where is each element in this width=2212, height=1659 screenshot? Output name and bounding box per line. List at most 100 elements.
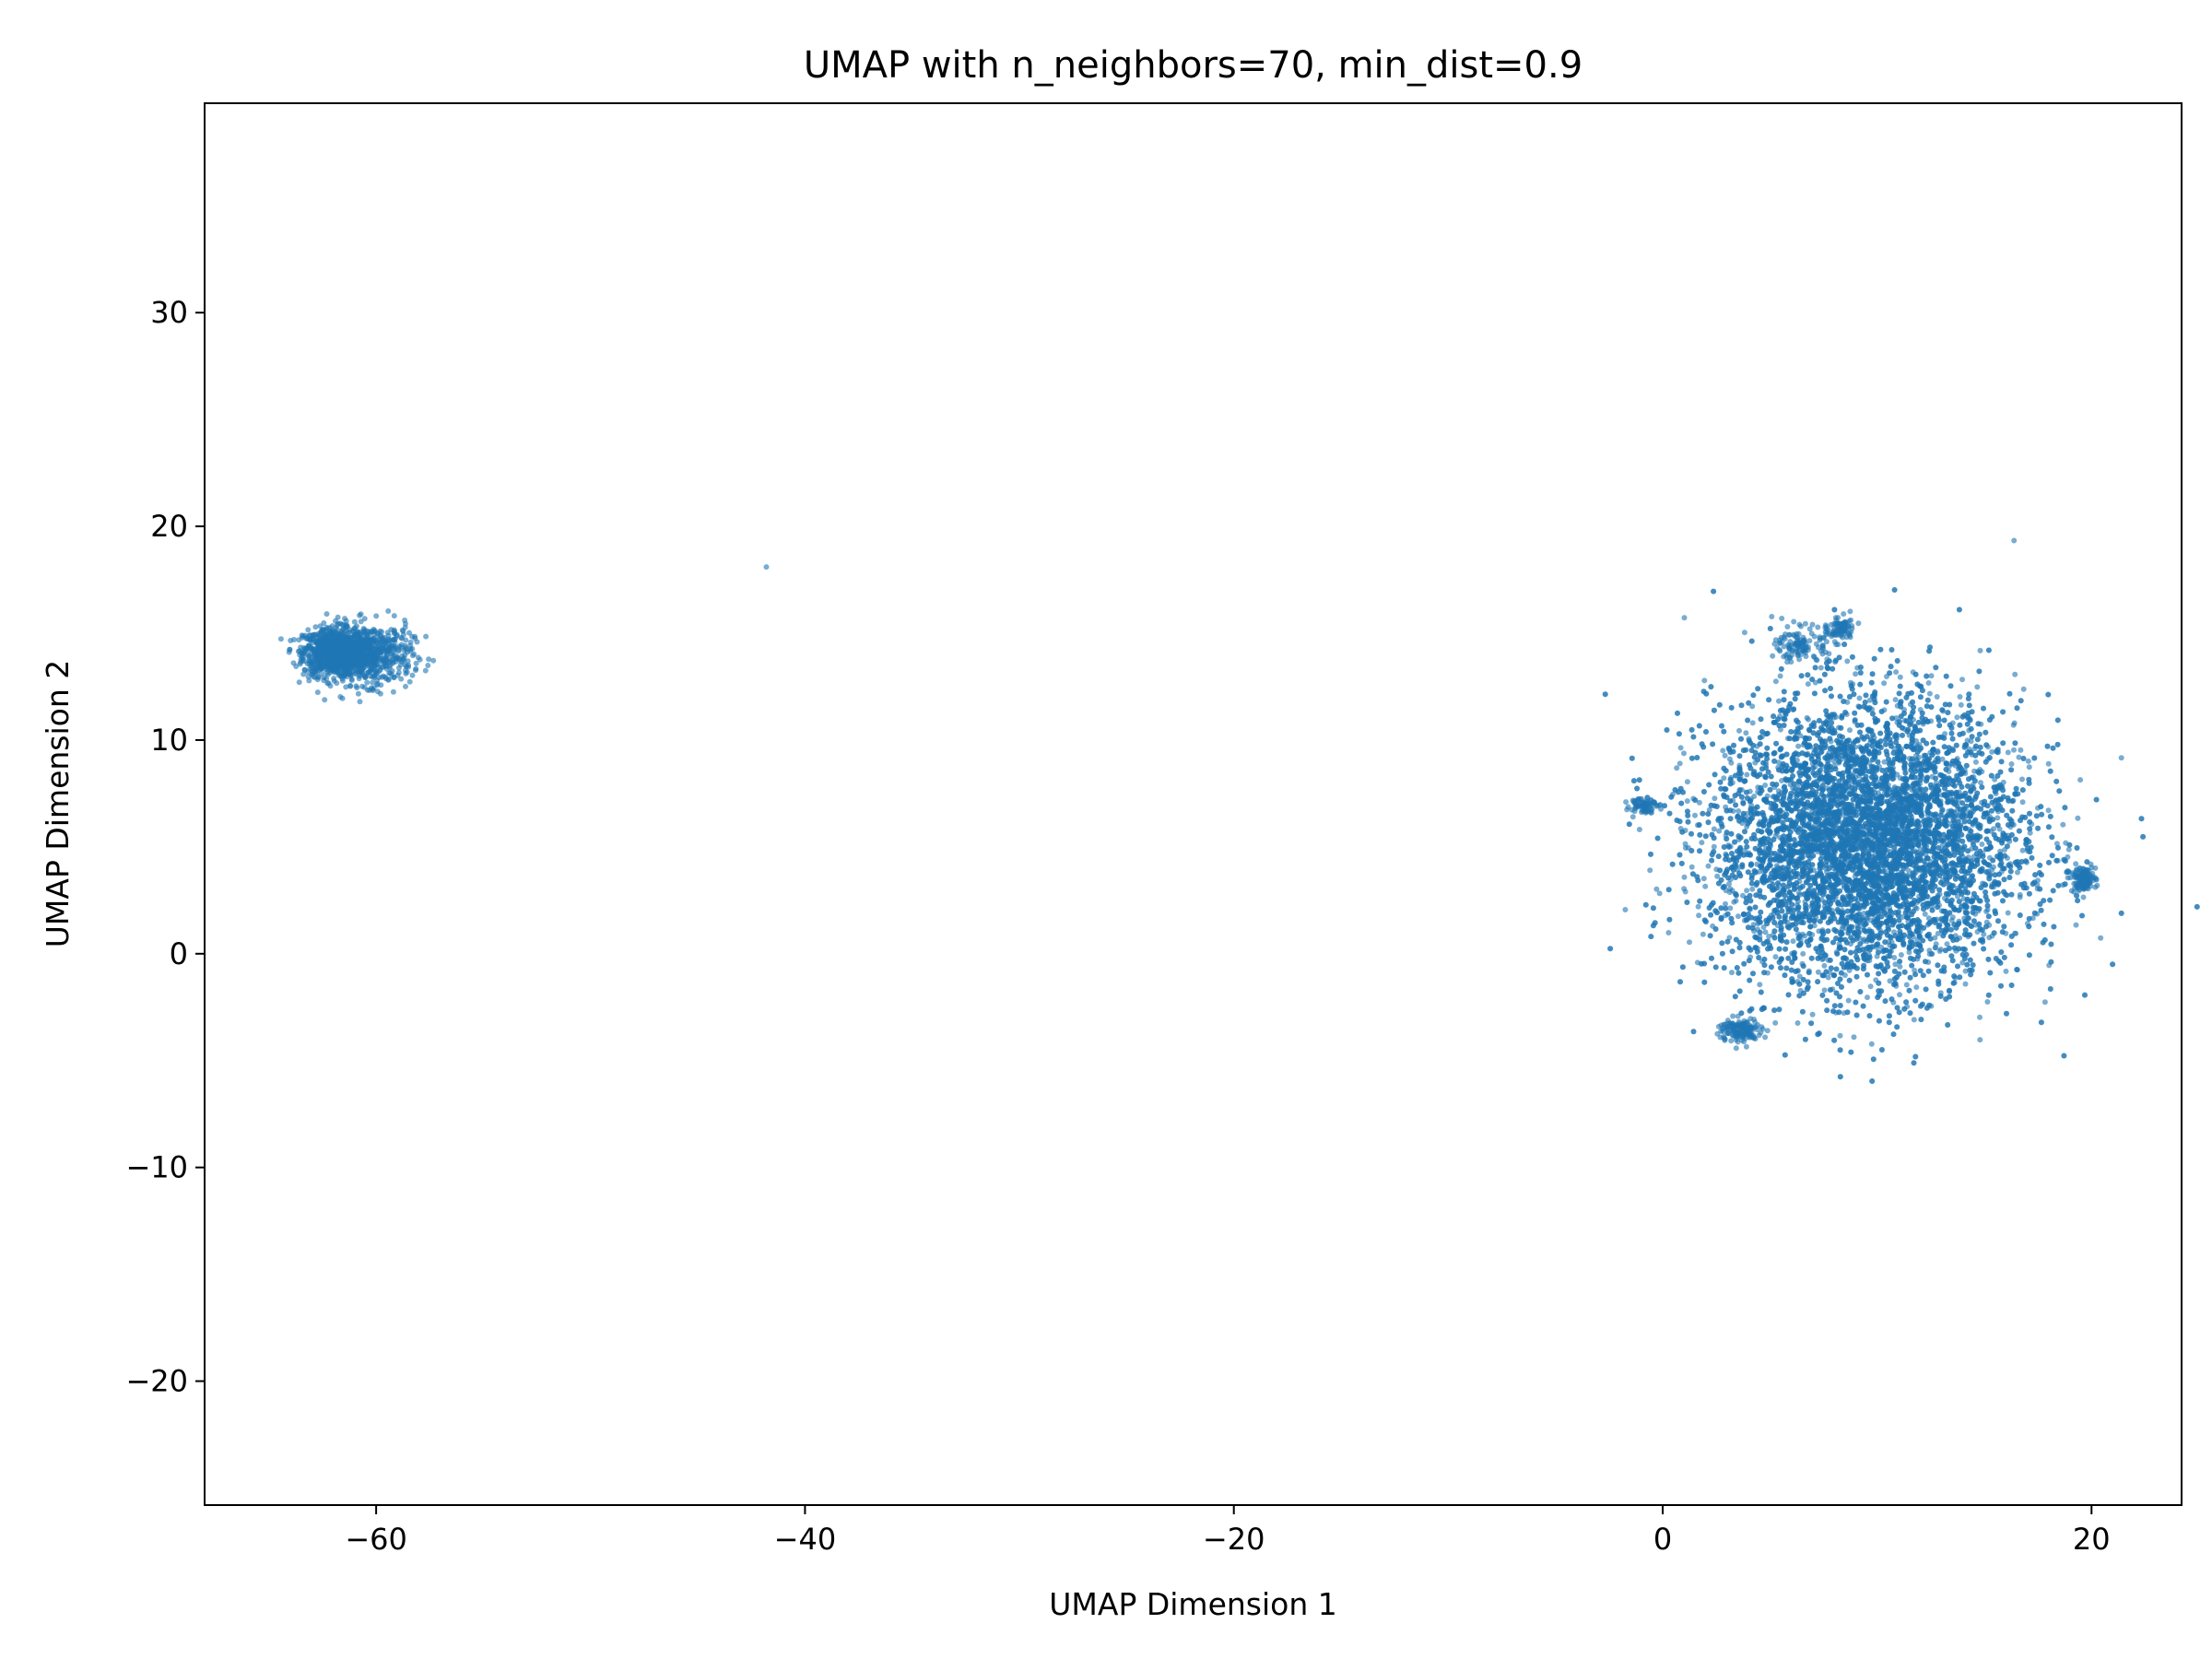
scatter-point <box>389 652 395 658</box>
scatter-point <box>370 686 376 692</box>
scatter-point <box>763 564 770 571</box>
scatter-point <box>373 613 380 619</box>
scatter-point <box>353 683 359 689</box>
scatter-point <box>398 676 405 682</box>
scatter-point <box>339 651 346 656</box>
scatter-point <box>364 628 371 634</box>
scatter-point <box>312 651 318 657</box>
scatter-point <box>391 627 397 633</box>
scatter-point <box>361 637 368 643</box>
scatter-point <box>413 660 419 666</box>
scatter-point <box>374 640 381 646</box>
scatter-point <box>385 608 392 614</box>
scatter-point <box>383 658 390 665</box>
scatter-point <box>348 649 355 655</box>
scatter-point <box>362 675 369 680</box>
scatter-point <box>339 695 346 701</box>
scatter-point <box>296 679 302 686</box>
scatter-point <box>403 683 408 689</box>
scatter-point <box>400 628 406 634</box>
scatter-point <box>348 677 355 684</box>
scatter-point <box>310 669 316 676</box>
scatter-point <box>335 614 341 620</box>
scatter-point <box>298 656 304 663</box>
scatter-point <box>369 653 375 658</box>
scatter-point <box>354 623 359 629</box>
scatter-point <box>323 652 329 658</box>
scatter-point <box>387 670 394 677</box>
scatter-point <box>403 667 408 674</box>
scatter-points <box>277 537 2200 1084</box>
scatter-point <box>359 666 365 673</box>
scatter-point <box>388 657 394 664</box>
scatter-point <box>407 646 414 653</box>
scatter-point <box>296 637 302 643</box>
scatter-point <box>374 680 381 687</box>
scatter-point <box>361 616 368 622</box>
scatter-point <box>385 632 392 639</box>
scatter-point <box>312 675 318 680</box>
scatter-point <box>316 652 323 658</box>
scatter-point <box>409 672 416 678</box>
scatter-point <box>340 641 347 647</box>
scatter-point <box>319 671 325 677</box>
scatter-point <box>334 680 340 687</box>
scatter-point <box>337 631 344 638</box>
scatter-point <box>322 697 328 703</box>
scatter-point <box>396 656 403 663</box>
scatter-point <box>426 656 432 663</box>
scatter-point <box>327 683 334 689</box>
scatter-point <box>423 633 429 640</box>
scatter-point <box>351 655 358 662</box>
scatter-point <box>379 674 385 680</box>
scatter-point <box>370 679 376 686</box>
scatter-point <box>425 663 431 668</box>
scatter-point <box>392 639 398 645</box>
scatter-point <box>386 641 393 647</box>
scatter-point <box>306 656 312 663</box>
scatter-point <box>305 627 312 633</box>
scatter-point <box>286 649 292 655</box>
scatter-point <box>328 657 335 664</box>
scatter-point <box>338 673 345 679</box>
scatter-point <box>402 618 408 623</box>
scatter-point <box>304 661 311 667</box>
scatter-point <box>376 668 382 674</box>
scatter-point <box>300 671 307 677</box>
scatter-point <box>297 648 302 654</box>
scatter-point <box>348 634 355 641</box>
scatter-point <box>367 642 373 649</box>
scatter-point <box>422 667 429 674</box>
scatter-point <box>342 616 347 622</box>
scatter-point <box>354 643 359 650</box>
scatter-point <box>347 682 353 688</box>
scatter-point <box>340 626 347 632</box>
scatter-point <box>415 654 421 661</box>
scatter-point <box>402 642 408 649</box>
scatter-point <box>357 612 363 618</box>
scatter-point <box>333 625 339 631</box>
scatter-point <box>314 689 321 696</box>
scatter-point <box>413 667 418 674</box>
scatter-point <box>291 637 297 642</box>
scatter-point <box>365 662 371 668</box>
scatter-point <box>355 690 361 697</box>
scatter-point <box>379 629 385 635</box>
scatter-point <box>409 633 416 640</box>
scatter-point <box>361 654 368 661</box>
scatter-point <box>359 683 365 689</box>
scatter-point <box>395 669 402 676</box>
scatter-point <box>328 634 335 640</box>
scatter-point <box>277 636 284 642</box>
scatter-point <box>357 699 363 705</box>
scatter-point <box>391 613 397 619</box>
scatter-point <box>302 632 309 639</box>
scatter-point <box>406 662 412 668</box>
scatter-point <box>301 666 308 673</box>
scatter-point <box>302 645 309 652</box>
scatter-point <box>317 631 324 638</box>
scatter-point <box>345 663 351 669</box>
scatter-point <box>396 643 403 650</box>
